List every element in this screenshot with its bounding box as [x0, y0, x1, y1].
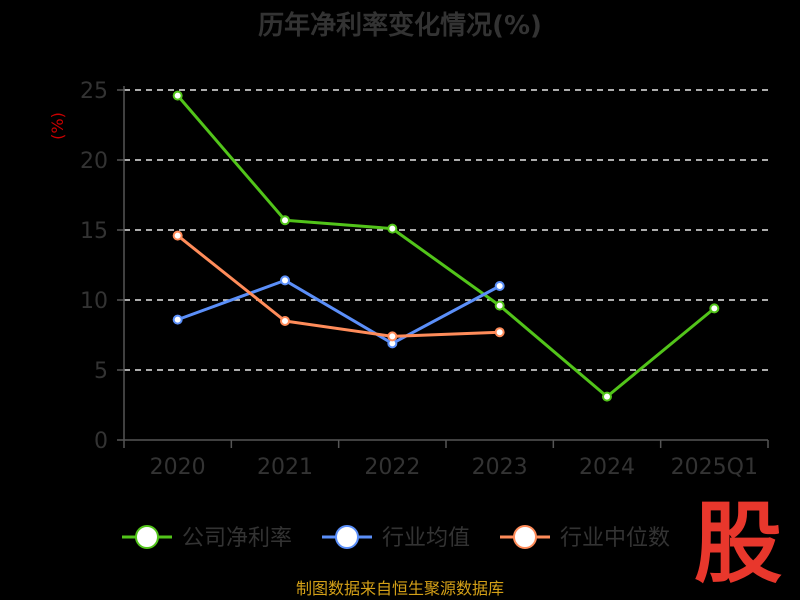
y-tick-label: 25 — [80, 79, 108, 104]
x-tick-label: 2022 — [364, 455, 420, 480]
legend-marker — [513, 525, 537, 549]
legend-label: 行业中位数 — [560, 526, 670, 551]
data-point — [172, 314, 183, 325]
axes: 0 5 10 15 20 25 2020 2021 2022 2023 2024 2025Q1 — [80, 79, 769, 480]
y-tick-label: 15 — [80, 219, 108, 244]
data-point — [280, 275, 290, 286]
data-point — [602, 391, 612, 402]
logo: 股 — [694, 492, 782, 595]
data-point — [172, 90, 183, 101]
data-point — [172, 230, 183, 241]
data-point — [494, 281, 505, 291]
data-point — [280, 316, 290, 326]
series-line — [177, 278, 501, 345]
data-point — [494, 300, 505, 311]
chart-title: 历年净利率变化情况(%) — [258, 10, 542, 41]
y-tick-label: 20 — [80, 149, 108, 174]
legend-marker — [335, 525, 359, 549]
data-point — [387, 331, 398, 342]
data-point — [280, 215, 290, 226]
data-point — [387, 223, 398, 234]
data-source-note: 制图数据来自恒生聚源数据库 — [296, 579, 504, 598]
legend-label: 行业均值 — [382, 526, 470, 551]
x-tick-label: 2020 — [150, 455, 206, 480]
legend-label: 公司净利率 — [182, 526, 292, 551]
data-point — [709, 303, 720, 314]
series-line — [176, 94, 716, 399]
series-group — [172, 90, 720, 402]
series-line — [176, 234, 500, 338]
y-tick-label: 10 — [80, 289, 108, 314]
y-tick-label: 0 — [94, 429, 108, 454]
legend: 公司净利率 行业均值 行业中位数 — [122, 525, 670, 551]
y-axis-unit: (%) — [48, 112, 67, 140]
y-tick-label: 5 — [94, 359, 108, 384]
x-tick-label: 2024 — [579, 455, 635, 480]
grid-lines — [124, 89, 768, 371]
x-tick-label: 2025Q1 — [671, 455, 758, 480]
data-point — [494, 327, 505, 338]
legend-marker — [135, 525, 159, 549]
x-tick-label: 2021 — [257, 455, 313, 480]
x-tick-label: 2023 — [472, 455, 528, 480]
